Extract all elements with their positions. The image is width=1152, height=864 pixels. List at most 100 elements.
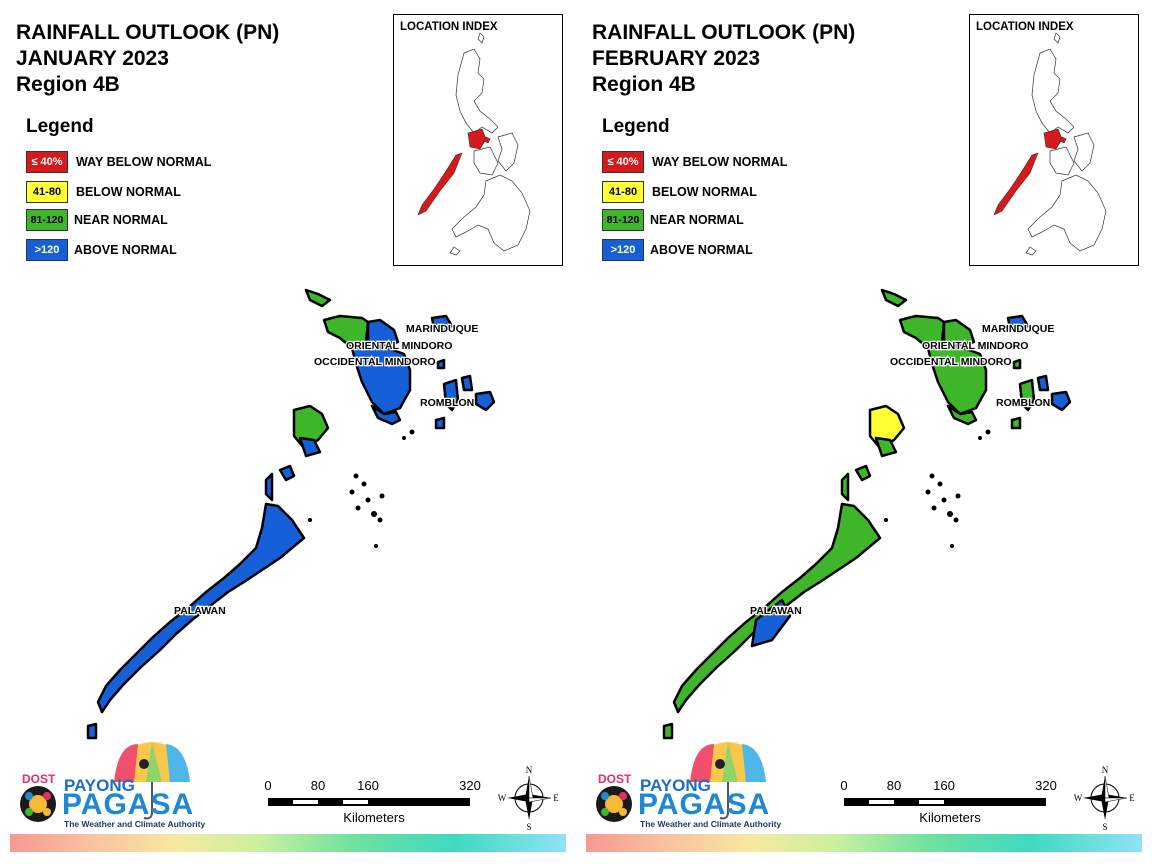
mindoro-south [926, 344, 988, 416]
dost-text: DOST [598, 772, 632, 786]
panel-january: RAINFALL OUTLOOK (PN) JANUARY 2023 Regio… [10, 14, 566, 852]
philippines-index-map [417, 32, 531, 256]
compass-rose-icon: N S E W [498, 765, 560, 832]
samar-leyte-outline [1073, 132, 1095, 172]
culion-island [874, 436, 898, 458]
romblon-small-isle [436, 358, 446, 370]
title-line-3: Region 4B [16, 73, 120, 96]
legend-item-way-below-normal: ≤ 40% WAY BELOW NORMAL [602, 150, 787, 174]
legend-label: WAY BELOW NORMAL [652, 155, 788, 169]
mindoro-highlight [1043, 128, 1063, 150]
tablas-island [1018, 378, 1036, 412]
samar-leyte-outline [497, 132, 519, 172]
mindoro-south-tip [370, 404, 402, 426]
marinduque-island [430, 314, 454, 334]
legend-swatch: 41-80 [26, 181, 68, 203]
legend-title: Legend [602, 116, 670, 137]
map-label-palawan: PALAWAN [750, 605, 802, 617]
batanes-outline [477, 32, 485, 44]
mindoro-highlight [467, 128, 487, 150]
culion-island [298, 436, 322, 458]
legend-swatch: >120 [26, 239, 68, 261]
legend-swatch: ≤ 40% [602, 151, 644, 173]
map-label-oriental-mindoro: ORIENTAL MINDORO [346, 340, 452, 352]
map-label-marinduque: MARINDUQUE [406, 323, 478, 335]
romblon-island [460, 374, 474, 392]
palawan-mainland [96, 502, 306, 714]
title-line-1: RAINFALL OUTLOOK (PN) [16, 21, 280, 44]
legend-label: BELOW NORMAL [652, 185, 757, 199]
palawan-islet-north [264, 472, 274, 502]
lubang-island [880, 288, 908, 308]
map-label-occidental-mindoro: OCCIDENTAL MINDORO [314, 356, 436, 368]
compass-s: S [526, 822, 531, 830]
location-index-title: LOCATION INDEX [400, 21, 498, 33]
tablas-island [442, 378, 460, 412]
panel-february: RAINFALL OUTLOOK (PN) FEBRUARY 2023 Regi… [576, 0, 1152, 864]
scale-tick: 0 [840, 778, 848, 793]
lubang-island [304, 288, 332, 308]
marinduque-highlight [1059, 136, 1067, 144]
legend-swatch: >120 [602, 239, 644, 261]
compass-w: W [1074, 793, 1083, 803]
mindoro-south [350, 344, 412, 416]
mindanao-outline [1027, 174, 1107, 252]
romblon-isle-south [1010, 416, 1022, 430]
oriental-mindoro-north [942, 318, 976, 348]
location-index-inset: LOCATION INDEX [969, 14, 1139, 266]
legend-item-near-normal: 81-120 NEAR NORMAL [602, 208, 744, 232]
title-line-3: Region 4B [592, 73, 696, 96]
scale-tick: 0 [264, 778, 272, 793]
scale-tick: 80 [310, 778, 326, 793]
payong-text: PAYONG [640, 776, 711, 795]
scale-bar-graphic [844, 798, 1046, 806]
philippines-index-map [993, 32, 1107, 256]
scale-bar-graphic [268, 798, 470, 806]
mindoro-south-tip [946, 404, 978, 426]
pagasa-logo: DOST PAYONG PAGASA The Weather and Clima… [16, 742, 205, 832]
legend-swatch: 81-120 [26, 209, 68, 231]
legend-label: NEAR NORMAL [74, 213, 168, 227]
tagline-text: The Weather and Climate Authority [64, 819, 206, 829]
scale-bar: 0 80 160 320 Kilometers [264, 776, 484, 836]
gradient-footer-bar [586, 834, 1142, 852]
balabac-island [86, 722, 98, 740]
title-line-2: FEBRUARY 2023 [592, 47, 761, 70]
north-arrow: N S E W [498, 764, 560, 832]
legend-label: BELOW NORMAL [76, 185, 181, 199]
map-label-romblon: ROMBLON [420, 397, 474, 409]
legend-title: Legend [26, 116, 94, 137]
compass-e: E [553, 793, 559, 803]
legend-label: WAY BELOW NORMAL [76, 155, 212, 169]
legend-item-below-normal: 41-80 BELOW NORMAL [602, 180, 757, 204]
pagasa-text: PAGASA [62, 788, 195, 821]
legend-swatch: 81-120 [602, 209, 644, 231]
occidental-mindoro-north [322, 314, 370, 350]
oriental-mindoro-north [366, 318, 400, 348]
scale-bar: 0 80 160 320 Kilometers [840, 776, 1060, 836]
compass-s: S [1102, 822, 1107, 830]
map-label-oriental-mindoro: ORIENTAL MINDORO [922, 340, 1028, 352]
north-arrow: N S E W [1074, 764, 1136, 832]
legend-item-above-normal: >120 ABOVE NORMAL [26, 238, 177, 262]
palawan-islet-north [840, 472, 850, 502]
map-label-occidental-mindoro: OCCIDENTAL MINDORO [890, 356, 1012, 368]
luzon-outline [1031, 48, 1075, 134]
location-index-inset: LOCATION INDEX [393, 14, 563, 266]
calamian-isle [854, 464, 872, 482]
compass-rose-icon: N S E W [1074, 765, 1136, 832]
region-4b-map: MARINDUQUE ORIENTAL MINDORO OCCIDENTAL M… [86, 288, 496, 740]
tagline-text: The Weather and Climate Authority [640, 819, 782, 829]
sibuyan-island [474, 390, 496, 412]
map-label-palawan: PALAWAN [174, 605, 226, 617]
panay-negros-outline [1049, 146, 1075, 176]
legend-item-near-normal: 81-120 NEAR NORMAL [26, 208, 168, 232]
batanes-outline [1053, 32, 1061, 44]
mindanao-outline [451, 174, 531, 252]
legend-label: ABOVE NORMAL [74, 243, 177, 257]
compass-w: W [498, 793, 507, 803]
sulu-outline [1025, 246, 1037, 256]
legend-label: NEAR NORMAL [650, 213, 744, 227]
legend-item-below-normal: 41-80 BELOW NORMAL [26, 180, 181, 204]
palawan-central-above-normal [750, 598, 792, 648]
